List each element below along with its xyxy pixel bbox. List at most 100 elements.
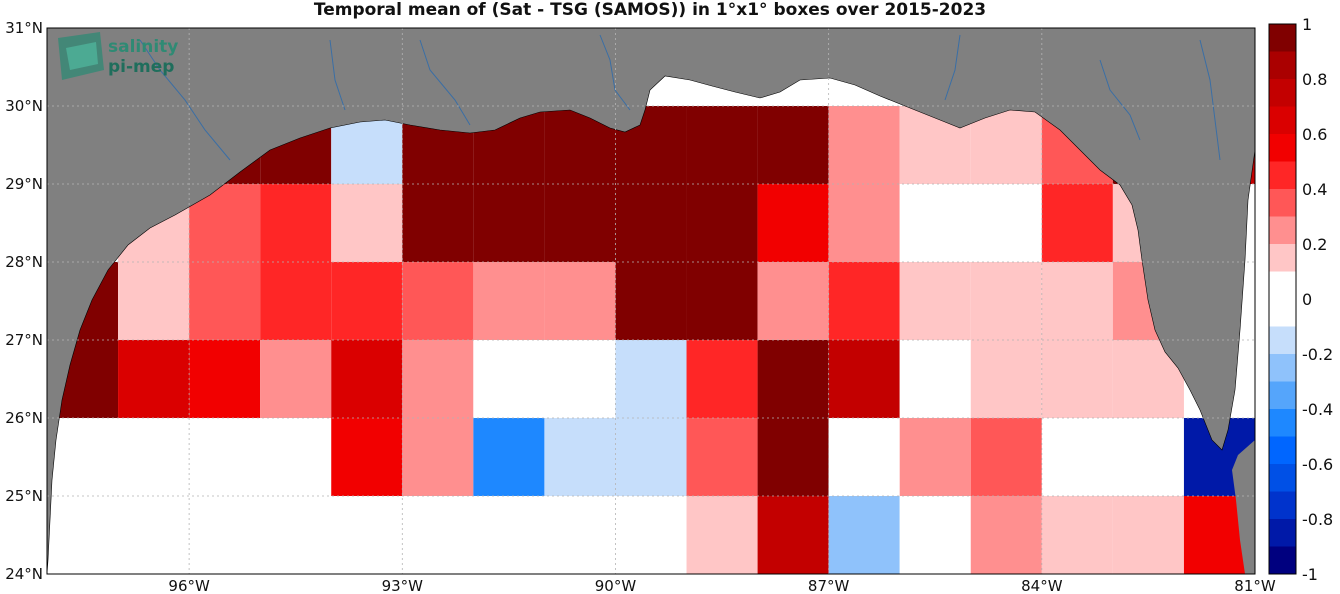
salinity-box: [402, 262, 474, 340]
colorbar-segment: [1269, 216, 1296, 244]
salinity-box: [473, 184, 545, 262]
salinity-box: [757, 418, 829, 496]
colorbar-tick-label: -0.2: [1302, 345, 1333, 364]
salinity-box: [970, 340, 1042, 418]
salinity-box: [899, 184, 971, 262]
salinity-box: [118, 340, 190, 418]
land-layer: [47, 28, 1255, 574]
salinity-box: [1041, 340, 1113, 418]
salinity-box: [402, 184, 474, 262]
colorbar-segment: [1269, 354, 1296, 382]
graticule: [47, 28, 1255, 574]
longitude-tick-label: 81°W: [1234, 577, 1276, 594]
colorbar-segment: [1269, 519, 1296, 547]
colorbar-segment: [1269, 134, 1296, 162]
logo-line2: pi-mep: [108, 57, 174, 77]
longitude-tick-label: 84°W: [1021, 577, 1063, 594]
colorbar-segment: [1269, 79, 1296, 107]
salinity-box: [260, 262, 332, 340]
salinity-box: [757, 340, 829, 418]
logo-line1: salinity: [108, 37, 178, 57]
latitude-tick-label: 24°N: [5, 565, 43, 583]
salinity-box: [686, 418, 758, 496]
salinity-box: [615, 184, 687, 262]
colorbar-tick-label: -1: [1302, 565, 1318, 584]
salinity-box: [544, 418, 616, 496]
salinity-box: [260, 184, 332, 262]
salinity-box: [970, 184, 1042, 262]
salinity-box: [402, 340, 474, 418]
salinity-box: [1112, 496, 1184, 574]
colorbar-tick-label: 0: [1302, 290, 1312, 309]
longitude-tick-label: 90°W: [595, 577, 637, 594]
colorbar-segment: [1269, 546, 1296, 574]
salinity-box: [544, 184, 616, 262]
salinity-box: [899, 262, 971, 340]
map-title: Temporal mean of (Sat - TSG (SAMOS)) in …: [313, 0, 987, 20]
salinity-box: [260, 418, 332, 496]
colorbar-segment: [1269, 24, 1296, 52]
colorbar-segment: [1269, 51, 1296, 79]
salinity-box: [828, 340, 900, 418]
salinity-box: [899, 340, 971, 418]
salinity-box: [757, 106, 829, 184]
colorbar-tick-label: -0.8: [1302, 510, 1333, 529]
salinity-box: [970, 418, 1042, 496]
salinity-pi-mep-logo: salinity pi-mep: [58, 32, 178, 80]
salinity-box: [189, 262, 261, 340]
longitude-tick-label: 93°W: [382, 577, 424, 594]
salinity-box: [402, 418, 474, 496]
colorbar-segment: [1269, 464, 1296, 492]
salinity-box: [899, 496, 971, 574]
salinity-box: [1041, 418, 1113, 496]
salinity-box: [970, 262, 1042, 340]
longitude-tick-label: 96°W: [168, 577, 210, 594]
salinity-box: [189, 418, 261, 496]
latitude-tick-label: 28°N: [5, 253, 43, 271]
colorbar-segment: [1269, 161, 1296, 189]
colorbar-tick-label: 0.4: [1302, 180, 1327, 199]
salinity-box: [828, 262, 900, 340]
salinity-box: [686, 496, 758, 574]
salinity-box: [1041, 496, 1113, 574]
colorbar-tick-label: 1: [1302, 15, 1312, 34]
salinity-box: [615, 340, 687, 418]
colorbar-segment: [1269, 491, 1296, 519]
colorbar-tick-label: 0.8: [1302, 70, 1327, 89]
colorbar-tick-label: 0.2: [1302, 235, 1327, 254]
latitude-tick-label: 31°N: [5, 19, 43, 37]
colorbar-segment: [1269, 381, 1296, 409]
longitude-tick-label: 87°W: [808, 577, 850, 594]
rivers-layer: [139, 34, 1221, 161]
colorbar-segment: [1269, 436, 1296, 464]
salinity-box: [828, 418, 900, 496]
salinity-box: [189, 340, 261, 418]
salinity-box: [331, 262, 403, 340]
salinity-box: [118, 262, 190, 340]
salinity-box: [331, 418, 403, 496]
salinity-box: [47, 418, 119, 496]
salinity-box: [828, 184, 900, 262]
land-us-gulf-coast: [47, 28, 1255, 574]
plot-frame: [46, 27, 1256, 575]
latitude-tick-label: 25°N: [5, 487, 43, 505]
colorbar-tick-label: -0.4: [1302, 400, 1333, 419]
salinity-box: [1041, 184, 1113, 262]
salinity-box: [615, 262, 687, 340]
salinity-box: [544, 340, 616, 418]
salinity-box: [757, 262, 829, 340]
latitude-tick-label: 29°N: [5, 175, 43, 193]
colorbar-tick-label: -0.6: [1302, 455, 1333, 474]
salinity-box: [260, 340, 332, 418]
salinity-box: [544, 262, 616, 340]
colorbar-frame: [1268, 23, 1297, 575]
colorbar-segment: [1269, 326, 1296, 354]
latitude-tick-label: 27°N: [5, 331, 43, 349]
latitude-tick-labels: 24°N 25°N 26°N 27°N 28°N 29°N 30°N 31°N: [5, 19, 43, 583]
colorbar-tick-labels: 1 0.8 0.6 0.4 0.2 0 -0.2 -0.4 -0.6 -0.8 -1: [1302, 15, 1333, 584]
colorbar-segment: [1269, 409, 1296, 437]
longitude-tick-labels: 96°W 93°W 90°W 87°W 84°W 81°W: [168, 577, 1275, 594]
salinity-box: [757, 184, 829, 262]
salinity-box: [118, 418, 190, 496]
